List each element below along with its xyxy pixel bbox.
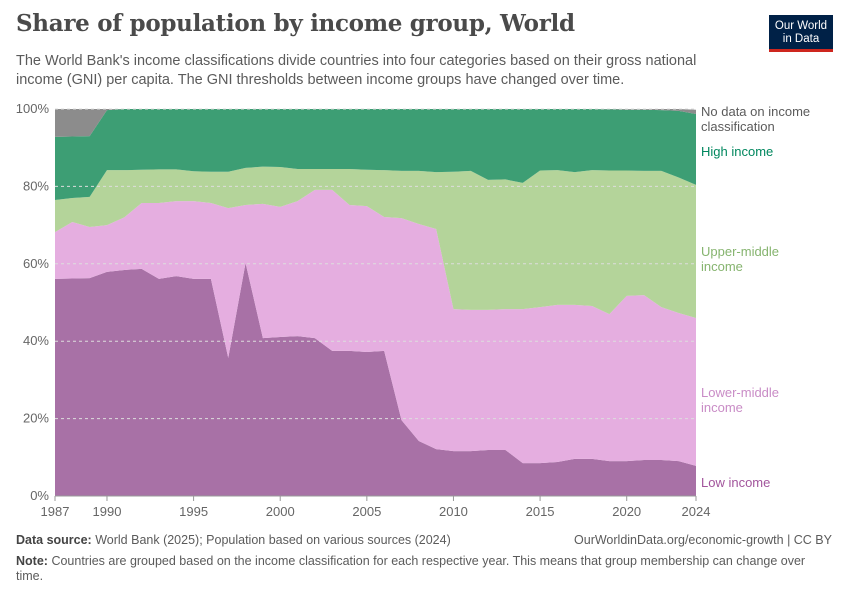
x-tick-label: 2024 <box>682 504 711 519</box>
x-tick-label: 2020 <box>612 504 641 519</box>
y-tick-label: 80% <box>23 178 49 193</box>
note: Note: Countries are grouped based on the… <box>16 554 831 584</box>
data-source: Data source: World Bank (2025); Populati… <box>16 533 451 547</box>
x-tick-label: 1995 <box>179 504 208 519</box>
x-tick-label: 2015 <box>526 504 555 519</box>
chart-title: Share of population by income group, Wor… <box>16 10 575 37</box>
y-tick-label: 40% <box>23 333 49 348</box>
source-text[interactable]: World Bank (2025); Population based on v… <box>95 533 451 547</box>
y-tick-label: 20% <box>23 411 49 426</box>
x-tick-label: 2005 <box>352 504 381 519</box>
legend-label-lower-middle-income: Lower-middle <box>701 385 779 400</box>
x-tick-label: 2000 <box>266 504 295 519</box>
area-lower-middle-income <box>55 189 696 466</box>
legend-label-low-income: Low income <box>701 475 770 490</box>
y-tick-label: 0% <box>30 488 49 503</box>
legend-label-no-data-on-income-classification: classification <box>701 119 775 134</box>
x-tick-label: 2010 <box>439 504 468 519</box>
note-text: Countries are grouped based on the incom… <box>16 554 806 583</box>
owid-logo[interactable]: Our World in Data <box>769 15 833 52</box>
legend-label-upper-middle-income: Upper-middle <box>701 244 779 259</box>
area-upper-middle-income <box>55 166 696 318</box>
chart-subtitle: The World Bank's income classifications … <box>16 53 697 88</box>
area-high-income <box>55 109 696 200</box>
y-tick-label: 60% <box>23 256 49 271</box>
legend-label-upper-middle-income: income <box>701 259 743 274</box>
note-label: Note: <box>16 554 48 568</box>
legend-label-high-income: High income <box>701 144 773 159</box>
x-tick-label: 1987 <box>41 504 70 519</box>
y-tick-label: 100% <box>16 101 50 116</box>
legend-label-lower-middle-income: income <box>701 400 743 415</box>
license-link[interactable]: OurWorldinData.org/economic-growth | CC … <box>574 533 832 547</box>
area-low-income <box>55 263 696 496</box>
x-tick-label: 1990 <box>93 504 122 519</box>
source-label: Data source: <box>16 533 92 547</box>
legend-label-no-data-on-income-classification: No data on income <box>701 104 810 119</box>
